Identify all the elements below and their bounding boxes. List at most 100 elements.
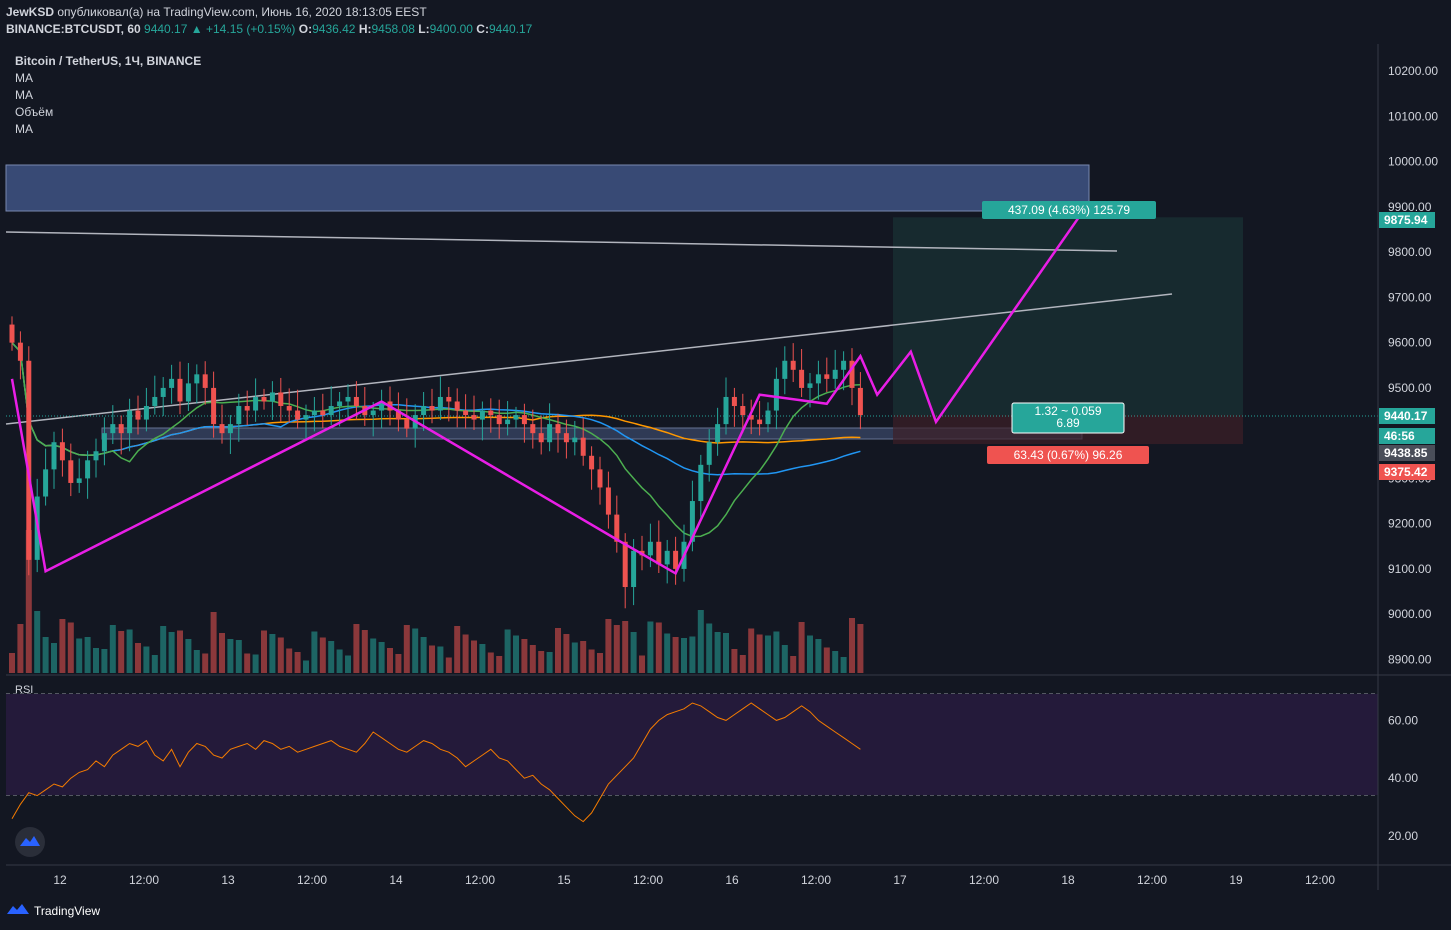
candle[interactable] [824,374,830,379]
candle[interactable] [656,541,662,565]
candle[interactable] [110,424,116,434]
candle[interactable] [194,374,200,384]
candle[interactable] [85,460,91,479]
candle[interactable] [320,410,326,416]
candle[interactable] [9,324,15,343]
legend-ma-3[interactable]: MA [15,122,33,136]
rsi-line[interactable] [11,702,861,823]
candle[interactable] [723,396,729,425]
candle[interactable] [530,424,536,434]
candle[interactable] [740,406,746,416]
candle[interactable] [765,410,771,425]
candle[interactable] [748,415,754,420]
candle[interactable] [160,387,166,397]
candle[interactable] [815,374,821,384]
candle[interactable] [379,401,385,411]
candle[interactable] [345,396,351,402]
candle[interactable] [731,396,737,407]
candle[interactable] [227,424,233,434]
candle[interactable] [622,541,628,588]
ma-blue-line[interactable] [11,342,861,476]
supply-zone[interactable] [5,164,1090,212]
rsi-label[interactable]: RSI [15,684,34,696]
resistance-line[interactable] [5,231,1118,252]
candle[interactable] [647,541,653,556]
candle[interactable] [673,550,679,569]
candle[interactable] [555,424,561,434]
candle[interactable] [479,410,485,420]
candle[interactable] [253,396,259,411]
candle[interactable] [404,419,410,429]
trend-line[interactable] [5,293,1173,425]
candle[interactable] [614,514,620,542]
candle[interactable] [773,378,779,411]
candle[interactable] [857,387,863,416]
candle[interactable] [311,410,317,416]
candle[interactable] [43,469,49,497]
candle[interactable] [463,410,469,416]
legend-title[interactable]: Bitcoin / TetherUS, 1Ч, BINANCE [15,54,202,68]
candle[interactable] [219,424,225,434]
legend-ma-2[interactable]: MA [15,88,33,102]
candle[interactable] [244,406,250,411]
candle[interactable] [303,415,309,420]
candle[interactable] [236,406,242,425]
candle[interactable] [286,406,292,411]
candle[interactable] [832,369,838,379]
candle[interactable] [547,424,553,443]
harmonic-pattern-line[interactable] [10,216,1080,576]
candle[interactable] [59,442,65,461]
candle[interactable] [337,401,343,407]
candle[interactable] [488,410,494,416]
candle[interactable] [807,383,813,388]
candle[interactable] [17,342,23,361]
candle[interactable] [295,410,301,420]
legend-ma-1[interactable]: MA [15,71,33,85]
candle[interactable] [278,392,284,407]
candle[interactable] [689,501,695,542]
candle[interactable] [471,415,477,420]
candle[interactable] [849,360,855,388]
candle[interactable] [496,415,502,425]
candle[interactable] [589,455,595,470]
candle[interactable] [202,374,208,388]
candle[interactable] [101,433,107,452]
candle[interactable] [757,419,763,425]
candle[interactable] [597,469,603,488]
candle[interactable] [177,378,183,402]
candle[interactable] [580,437,586,456]
target-badge[interactable] [982,201,1156,219]
candle[interactable] [135,410,141,420]
ma-green-line[interactable] [11,342,861,538]
author-name[interactable]: JewKSD [6,5,55,19]
candle[interactable] [563,433,569,443]
candle[interactable] [446,396,452,402]
candle[interactable] [605,487,611,515]
candle[interactable] [521,415,527,425]
candle[interactable] [799,369,805,388]
candle[interactable] [328,406,334,416]
candle[interactable] [185,383,191,402]
candle[interactable] [269,392,275,402]
candle[interactable] [152,396,158,407]
candle[interactable] [513,415,519,420]
candle[interactable] [790,360,796,370]
candle[interactable] [421,406,427,416]
candle[interactable] [26,360,32,560]
candle[interactable] [353,396,359,407]
candle[interactable] [211,387,217,425]
candle[interactable] [143,406,149,420]
candle[interactable] [454,401,460,411]
candle[interactable] [572,437,578,443]
legend-volume[interactable]: Объём [15,105,54,119]
candle[interactable] [706,442,712,465]
candle[interactable] [715,424,721,443]
candle[interactable] [538,433,544,443]
risk-reward-badge[interactable] [1011,402,1125,434]
candle[interactable] [127,410,133,434]
candle[interactable] [841,360,847,370]
candle[interactable] [631,550,637,588]
position-profit-zone[interactable] [893,217,1243,416]
candle[interactable] [698,464,704,502]
